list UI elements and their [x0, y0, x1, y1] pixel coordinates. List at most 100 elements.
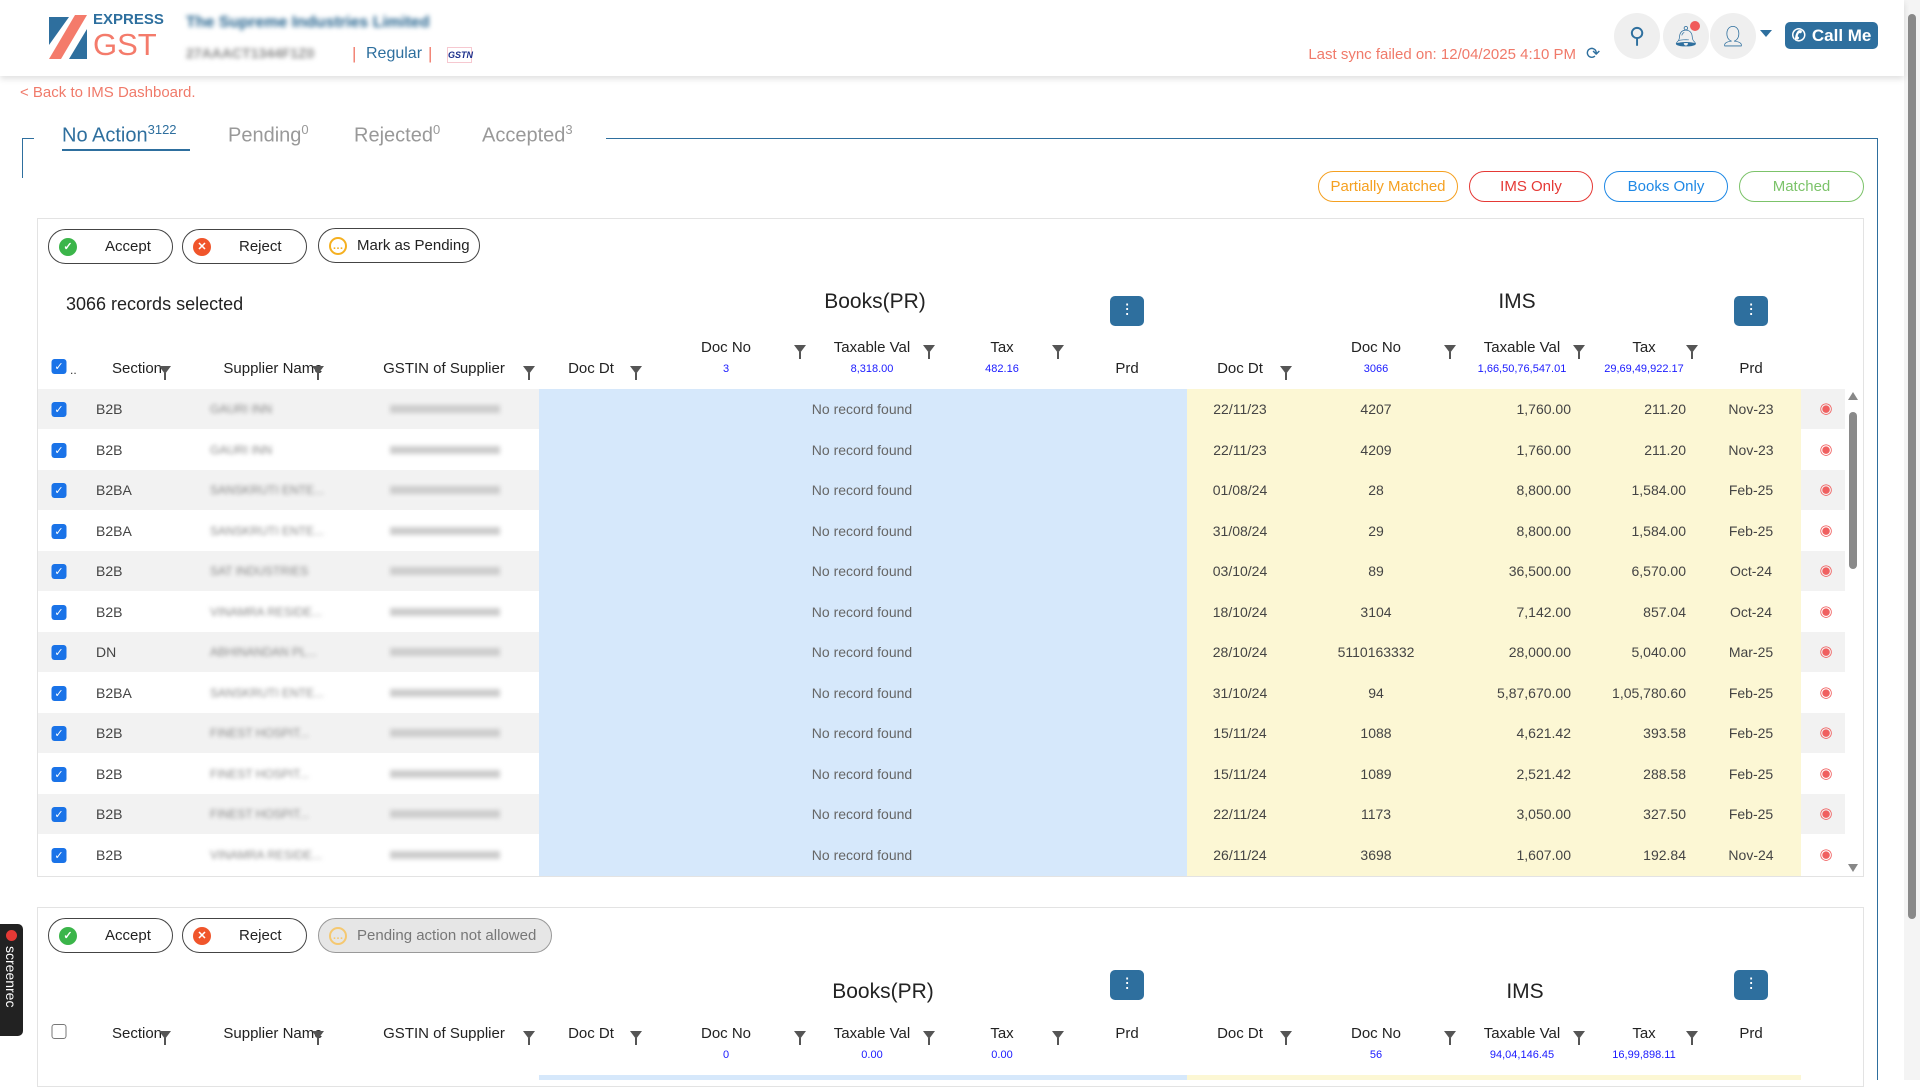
filter-icon[interactable]	[1686, 345, 1698, 359]
books-column-settings-button-2[interactable]: ⫶	[1110, 970, 1144, 1000]
row-checkbox[interactable]: ✓	[51, 847, 67, 863]
screenrec-widget[interactable]: screenrec	[0, 924, 23, 1036]
eye-icon[interactable]: ◉	[1819, 440, 1833, 458]
tab-no-action[interactable]: No Action3122	[62, 122, 177, 147]
row-checkbox[interactable]: ✓	[51, 523, 67, 539]
filter-icon[interactable]	[523, 1031, 535, 1045]
accept-button[interactable]: ✓ Accept	[48, 229, 173, 264]
table-row[interactable]: ✓ B2B FINEST HOSPIT... No record found 22/11…	[38, 794, 1845, 834]
books-prd-header: Prd	[1115, 360, 1139, 377]
reject-button-2[interactable]: ✕ Reject	[182, 918, 307, 953]
filter-icon[interactable]	[1280, 1031, 1292, 1045]
filter-icon[interactable]	[630, 366, 642, 380]
filter-icon[interactable]	[1052, 1031, 1064, 1045]
filter-icon[interactable]	[1280, 366, 1292, 380]
table-row[interactable]: ✓ B2B VINAMRA RESIDE... No record found 18/1…	[38, 591, 1845, 632]
ims-doc-dt-header: Doc Dt	[1217, 1025, 1263, 1042]
scroll-up-arrow[interactable]	[1848, 392, 1858, 400]
ims-column-settings-button[interactable]: ⫶	[1734, 296, 1768, 326]
page-scrollbar-thumb[interactable]	[1908, 14, 1916, 919]
filter-partially-matched[interactable]: Partially Matched	[1318, 171, 1458, 202]
eye-icon[interactable]: ◉	[1819, 643, 1833, 660]
filter-books-only[interactable]: Books Only	[1604, 171, 1728, 202]
table-scrollbar-thumb[interactable]	[1849, 412, 1857, 569]
row-checkbox[interactable]: ✓	[51, 604, 67, 620]
row-checkbox[interactable]: ✓	[51, 807, 67, 822]
eye-icon[interactable]: ◉	[1819, 845, 1833, 863]
select-all-checkbox[interactable]: ✓	[51, 359, 67, 374]
filter-icon[interactable]	[523, 366, 535, 380]
row-checkbox[interactable]: ✓	[51, 442, 67, 458]
row-checkbox[interactable]: ✓	[51, 483, 67, 498]
notifications-button[interactable]: 🔔︎	[1663, 13, 1709, 59]
row-checkbox[interactable]: ✓	[51, 645, 67, 660]
filter-icon[interactable]	[1686, 1031, 1698, 1045]
back-to-dashboard-link[interactable]: < Back to IMS Dashboard.	[20, 84, 196, 101]
filter-ims-only[interactable]: IMS Only	[1469, 171, 1593, 202]
ims-column-settings-button-2[interactable]: ⫶	[1734, 970, 1768, 1000]
row-checkbox[interactable]: ✓	[51, 564, 67, 579]
filter-icon[interactable]	[1573, 345, 1585, 359]
filter-icon[interactable]	[630, 1031, 642, 1045]
table-row[interactable]: ✓ B2B SAT INDUSTRIES No record found 03/10/2…	[38, 551, 1845, 591]
eye-icon[interactable]: ◉	[1819, 481, 1833, 498]
table-row[interactable]: ✓ B2BA SANSKRUTI ENTE... No record found 31/…	[38, 672, 1845, 713]
eye-icon[interactable]: ◉	[1819, 805, 1833, 822]
table-row[interactable]: ✓ B2B FINEST HOSPIT... No record found 15/11…	[38, 713, 1845, 753]
supplier-name-cell: SANSKRUTI ENTE...	[210, 523, 325, 538]
filter-icon[interactable]	[1444, 1031, 1456, 1045]
eye-icon[interactable]: ◉	[1819, 602, 1833, 620]
eye-icon[interactable]: ◉	[1819, 400, 1833, 417]
row-checkbox[interactable]: ✓	[51, 685, 67, 701]
gstin-search-button[interactable]: ⚲	[1614, 13, 1660, 59]
tab-rejected[interactable]: Rejected0	[354, 122, 441, 147]
row-checkbox[interactable]: ✓	[51, 766, 67, 782]
books-column-settings-button[interactable]: ⫶	[1110, 296, 1144, 326]
filter-icon[interactable]	[159, 1031, 171, 1045]
row-checkbox[interactable]: ✓	[51, 726, 67, 741]
eye-icon[interactable]: ◉	[1819, 521, 1833, 539]
gstn-badge[interactable]: GSTN	[447, 47, 473, 63]
table-scrollbar[interactable]	[1845, 389, 1861, 876]
express-gst-logo[interactable]	[49, 15, 87, 59]
filter-icon[interactable]	[794, 345, 806, 359]
pending-not-allowed-button[interactable]: … Pending action not allowed	[318, 918, 552, 953]
page-scrollbar[interactable]	[1904, 0, 1920, 1080]
eye-icon[interactable]: ◉	[1819, 764, 1833, 782]
reject-button[interactable]: ✕ Reject	[182, 229, 307, 264]
filter-icon[interactable]	[1444, 345, 1456, 359]
ims-tax-cell: 857.04	[1643, 603, 1686, 620]
filter-icon[interactable]	[794, 1031, 806, 1045]
refresh-icon[interactable]: ⟳	[1586, 44, 1601, 63]
eye-icon[interactable]: ◉	[1819, 683, 1833, 701]
tab-accepted[interactable]: Accepted3	[482, 122, 573, 147]
filter-icon[interactable]	[1052, 345, 1064, 359]
filter-icon[interactable]	[923, 345, 935, 359]
table-row[interactable]: ✓ DN ABHINANDAN PL... No record found 28/10/…	[38, 632, 1845, 672]
filter-icon[interactable]	[1573, 1031, 1585, 1045]
filter-icon[interactable]	[312, 366, 324, 380]
ims-prd-cell: Feb-25	[1728, 725, 1774, 741]
eye-icon[interactable]: ◉	[1819, 562, 1833, 579]
mark-as-pending-button[interactable]: … Mark as Pending	[318, 228, 480, 263]
call-me-button[interactable]: ✆ Call Me	[1785, 22, 1878, 49]
row-checkbox[interactable]: ✓	[51, 402, 67, 417]
filter-matched[interactable]: Matched	[1739, 171, 1864, 202]
scroll-down-arrow[interactable]	[1848, 864, 1858, 872]
eye-icon[interactable]: ◉	[1819, 724, 1833, 741]
accept-button-2[interactable]: ✓ Accept	[48, 918, 173, 953]
select-all-checkbox[interactable]	[51, 1024, 67, 1039]
table-row[interactable]: ✓ B2B GAURI INN No record found 22/11/23 4207…	[38, 389, 1845, 429]
filter-icon[interactable]	[159, 366, 171, 380]
user-menu-button[interactable]: 👤︎	[1710, 13, 1756, 59]
table-row[interactable]: ✓ B2B GAURI INN No record found 22/11/23 4209…	[38, 429, 1845, 470]
filter-icon[interactable]	[923, 1031, 935, 1045]
chevron-down-icon[interactable]	[1760, 30, 1772, 37]
table-row[interactable]: ✓ B2B FINEST HOSPIT... No record found 15/11…	[38, 753, 1845, 794]
table-row[interactable]: ✓ B2BA SANSKRUTI ENTE... No record found 31/…	[38, 510, 1845, 551]
table-row[interactable]: ✓ B2BA SANSKRUTI ENTE... No record found 01/…	[38, 470, 1845, 510]
filter-icon[interactable]	[312, 1031, 324, 1045]
section-cell: B2B	[96, 563, 123, 579]
table-row[interactable]: ✓ B2B VINAMRA RESIDE... No record found 26/1…	[38, 834, 1845, 875]
tab-pending[interactable]: Pending0	[228, 122, 309, 147]
